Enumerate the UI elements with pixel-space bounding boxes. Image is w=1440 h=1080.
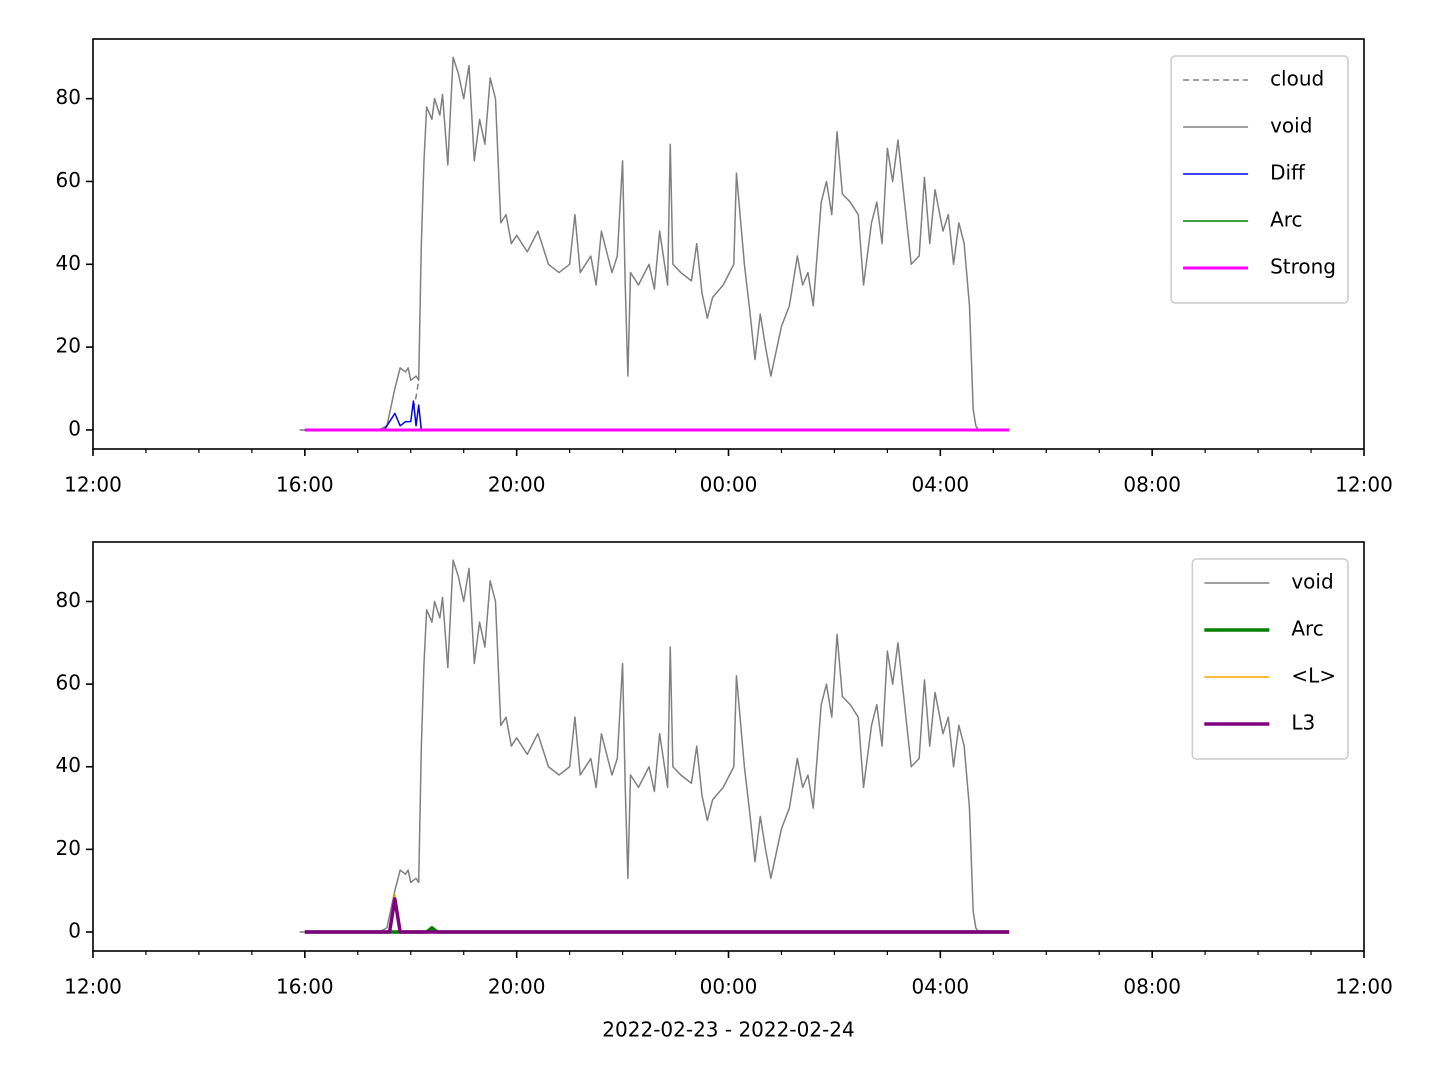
axes-frame bbox=[92, 541, 1365, 952]
legend-label: void bbox=[1291, 570, 1333, 594]
y-tick-label: 80 bbox=[56, 588, 81, 612]
x-tick-label: 08:00 bbox=[1123, 975, 1181, 999]
x-tick-label: 04:00 bbox=[912, 975, 970, 999]
x-axis-label: 2022-02-23 - 2022-02-24 bbox=[602, 1018, 854, 1042]
legend-label: void bbox=[1270, 114, 1312, 138]
y-tick-label: 40 bbox=[56, 251, 81, 275]
x-tick-label: 00:00 bbox=[700, 975, 758, 999]
x-tick-label: 20:00 bbox=[488, 975, 546, 999]
x-tick-label: 16:00 bbox=[276, 975, 334, 999]
x-tick-label: 20:00 bbox=[488, 473, 546, 497]
legend-label: Arc bbox=[1291, 617, 1323, 641]
y-tick-label: 20 bbox=[56, 836, 81, 860]
series-line bbox=[304, 894, 1010, 933]
series-line bbox=[304, 897, 1010, 934]
legend: cloud void Diff Arc Strong bbox=[1170, 55, 1349, 304]
x-tick-label: 04:00 bbox=[912, 473, 970, 497]
y-tick-label: 0 bbox=[68, 918, 81, 942]
x-tick-label: 16:00 bbox=[276, 473, 334, 497]
legend-label: Diff bbox=[1270, 161, 1306, 185]
legend-frame bbox=[1191, 558, 1349, 760]
legend-label: Strong bbox=[1270, 255, 1336, 279]
x-tick-label: 12:00 bbox=[64, 473, 122, 497]
legend: void Arc <L> L3 bbox=[1191, 558, 1349, 760]
y-tick-label: 60 bbox=[56, 671, 81, 695]
y-tick-label: 0 bbox=[68, 416, 81, 440]
legend-label: cloud bbox=[1270, 67, 1324, 91]
y-tick-label: 80 bbox=[56, 85, 81, 109]
x-tick-label: 12:00 bbox=[64, 975, 122, 999]
y-tick-label: 20 bbox=[56, 334, 81, 358]
y-tick-label: 40 bbox=[56, 753, 81, 777]
x-tick-label: 12:00 bbox=[1335, 473, 1393, 497]
legend-label: <L> bbox=[1291, 664, 1336, 688]
series-line bbox=[299, 559, 980, 933]
x-tick-label: 08:00 bbox=[1123, 473, 1181, 497]
x-tick-label: 12:00 bbox=[1335, 975, 1393, 999]
legend-label: L3 bbox=[1291, 711, 1315, 735]
legend-label: Arc bbox=[1270, 208, 1302, 232]
x-tick-label: 00:00 bbox=[700, 473, 758, 497]
series-line bbox=[299, 56, 980, 431]
legend-frame bbox=[1170, 55, 1349, 304]
y-tick-label: 60 bbox=[56, 168, 81, 192]
series-line bbox=[304, 400, 1010, 431]
